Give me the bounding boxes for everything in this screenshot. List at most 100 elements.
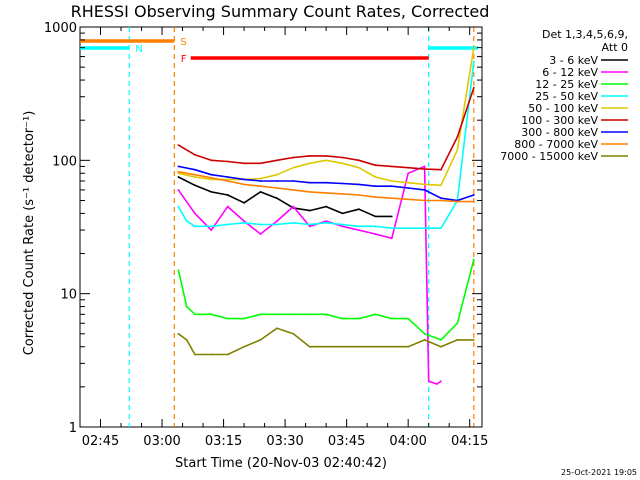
data-point <box>325 221 328 224</box>
data-point <box>177 205 180 208</box>
data-point <box>341 182 344 185</box>
data-point <box>407 187 410 189</box>
data-point <box>390 185 393 188</box>
data-point <box>390 165 393 168</box>
data-point <box>440 168 442 171</box>
data-point <box>390 237 393 240</box>
data-point <box>390 215 393 218</box>
data-point <box>259 190 262 193</box>
data-point <box>440 197 442 200</box>
data-point <box>440 339 442 341</box>
data-point <box>226 317 229 320</box>
data-point <box>423 189 426 191</box>
data-point <box>275 159 278 162</box>
legend-entry-label: 50 - 100 keV <box>528 102 598 115</box>
data-point <box>177 189 180 191</box>
data-point <box>177 332 180 335</box>
data-point <box>456 148 459 151</box>
data-point <box>193 212 196 215</box>
data-point <box>341 162 344 165</box>
data-point <box>308 154 311 157</box>
data-point <box>275 187 278 189</box>
data-point <box>374 176 377 178</box>
data-point <box>456 339 459 341</box>
data-point <box>210 313 213 316</box>
data-point <box>185 339 188 341</box>
data-point <box>177 165 180 168</box>
series-line <box>177 259 475 341</box>
x-tick-label: 04:15 <box>451 434 488 449</box>
data-point <box>423 165 426 168</box>
data-point <box>308 345 311 348</box>
data-point <box>193 353 196 356</box>
data-point <box>407 345 410 348</box>
data-point <box>358 166 360 169</box>
data-point <box>226 223 229 226</box>
data-point <box>374 313 377 316</box>
data-point <box>275 180 278 182</box>
data-point <box>193 184 196 187</box>
data-point <box>358 208 360 211</box>
data-point <box>243 162 245 165</box>
data-point <box>374 215 377 218</box>
data-point <box>325 154 328 157</box>
y-tick-label: 1000 <box>44 21 77 36</box>
data-point <box>325 191 328 194</box>
timestamp: 25-Oct-2021 19:05 <box>561 468 637 477</box>
data-point <box>185 305 188 308</box>
data-point <box>185 220 188 223</box>
data-point <box>243 221 245 224</box>
data-point <box>292 221 295 224</box>
data-point <box>472 46 475 49</box>
legend-entry-label: 7000 - 15000 keV <box>500 150 598 163</box>
data-point <box>456 135 459 138</box>
legend-entry-label: 25 - 50 keV <box>535 90 598 103</box>
data-point <box>374 233 377 235</box>
data-point <box>292 205 295 208</box>
data-point <box>325 159 328 162</box>
legend-entry-label: 800 - 7000 keV <box>514 138 598 151</box>
data-point <box>259 233 262 235</box>
data-point <box>292 180 295 182</box>
data-point <box>358 194 360 196</box>
data-point <box>210 229 213 231</box>
data-point <box>423 199 426 202</box>
data-point <box>325 181 328 184</box>
data-point <box>358 345 360 348</box>
data-point <box>407 166 410 169</box>
data-point <box>259 162 262 165</box>
data-point <box>193 313 196 316</box>
data-point <box>308 162 311 165</box>
data-point <box>177 269 180 272</box>
legend-header-line-1: Det 1,3,4,5,6,9, <box>542 28 628 41</box>
data-point <box>292 189 295 191</box>
data-point <box>341 225 344 228</box>
data-point <box>440 227 442 230</box>
data-point <box>177 170 180 173</box>
legend-entry-label: 6 - 12 keV <box>542 66 598 79</box>
data-point <box>243 201 245 204</box>
data-point <box>440 184 442 187</box>
data-point <box>308 209 311 212</box>
data-point <box>292 166 295 169</box>
data-point <box>407 198 410 201</box>
data-point <box>275 173 278 176</box>
data-point <box>423 168 426 170</box>
data-point <box>456 200 459 203</box>
data-point <box>226 180 229 182</box>
data-point <box>440 380 442 383</box>
data-point <box>341 317 344 320</box>
data-point <box>341 156 344 159</box>
data-point <box>390 345 393 348</box>
data-point <box>226 205 229 208</box>
x-tick-label: 04:00 <box>389 434 426 449</box>
data-point <box>226 178 229 181</box>
legend-entry-label: 300 - 800 keV <box>521 126 598 139</box>
data-point <box>308 313 311 316</box>
data-point <box>423 339 426 341</box>
data-point <box>259 180 262 182</box>
data-point <box>259 185 262 188</box>
data-point <box>325 345 328 348</box>
data-point <box>423 183 426 186</box>
